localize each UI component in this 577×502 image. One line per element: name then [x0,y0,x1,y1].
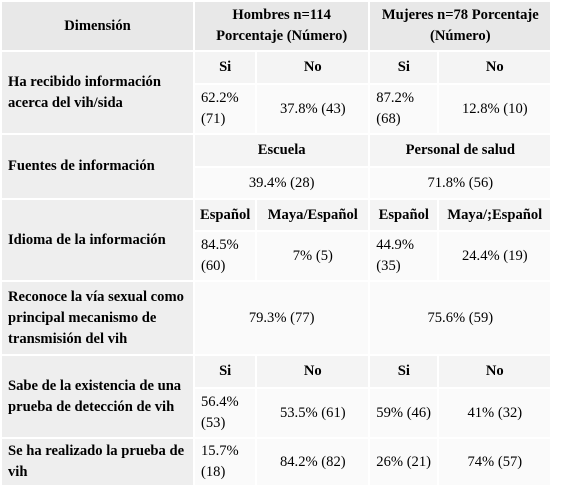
women-sexual-value: 75.6% (59) [370,282,551,354]
women-test-si-header: Si [370,356,438,387]
test-exists-sub-row: Sabe de la existencia de una prueba de d… [2,356,551,437]
sexual-row: Reconoce la vía sexual como principal me… [2,282,551,354]
women-maya-header: Maya/;Español [439,200,551,230]
men-sexual-value: 79.3% (77) [195,282,369,354]
women-done-no-value: 74% (57) [439,439,551,485]
header-men: Hombres n=114 Porcentaje (Número) [195,2,369,50]
info-sub-row: Ha recibido información acerca del vih/s… [2,52,551,133]
men-no-header: No [257,52,369,83]
men-test-no-header: No [257,356,369,387]
women-no-header: No [439,52,551,83]
header-dimension: Dimensión [2,2,193,50]
men-maya-value: 7% (5) [257,232,369,280]
women-maya-value: 24.4% (19) [439,232,551,280]
info-value-row: 62.2% (71) 37.8% (43) 87.2% (68) 12.8% (… [2,85,551,133]
women-no-value: 12.8% (10) [439,85,551,133]
men-spanish-value: 84.5% (60) [195,232,256,280]
men-source-value: 39.4% (28) [195,168,369,198]
row-label-sexual: Reconoce la vía sexual como principal me… [2,282,193,354]
vih-knowledge-table: Dimensión Hombres n=114 Porcentaje (Núme… [2,2,551,485]
men-done-no-value: 84.2% (82) [257,439,369,485]
row-label-test-done: Se ha realizado la prueba de vih [2,439,193,485]
row-label-info: Ha recibido información acerca del vih/s… [2,52,193,133]
women-test-no-header: No [439,356,551,387]
men-si-header: Si [195,52,256,83]
row-label-test-exists: Sabe de la existencia de una prueba de d… [2,356,193,437]
men-test-si-value: 56.4% (53) [195,389,256,437]
test-exists-value-row: 56.4% (53) 53.5% (61) 59% (46) 41% (32) [2,389,551,437]
women-done-si-value: 26% (21) [370,439,438,485]
women-source-header: Personal de salud [370,135,551,166]
women-source-value: 71.8% (56) [370,168,551,198]
men-spanish-header: Español [195,200,256,230]
sources-value-row: 39.4% (28) 71.8% (56) [2,168,551,198]
men-done-si-value: 15.7% (18) [195,439,256,485]
sources-sub-row: Fuentes de información Escuela Personal … [2,135,551,198]
women-si-value: 87.2% (68) [370,85,438,133]
men-maya-header: Maya/Español [257,200,369,230]
men-si-value: 62.2% (71) [195,85,256,133]
row-label-sources: Fuentes de información [2,135,193,198]
women-spanish-header: Español [370,200,438,230]
language-value-row: 84.5% (60) 7% (5) 44.9% (35) 24.4% (19) [2,232,551,280]
row-label-language: Idioma de la información [2,200,193,280]
language-sub-row: Idioma de la información Español Maya/Es… [2,200,551,280]
header-row: Dimensión Hombres n=114 Porcentaje (Núme… [2,2,551,50]
header-women: Mujeres n=78 Porcentaje (Número) [370,2,551,50]
test-done-row: Se ha realizado la prueba de vih 15.7% (… [2,439,551,485]
women-test-no-value: 41% (32) [439,389,551,437]
women-si-header: Si [370,52,438,83]
men-source-header: Escuela [195,135,369,166]
men-test-no-value: 53.5% (61) [257,389,369,437]
men-no-value: 37.8% (43) [257,85,369,133]
men-test-si-header: Si [195,356,256,387]
women-spanish-value: 44.9% (35) [370,232,438,280]
women-test-si-value: 59% (46) [370,389,438,437]
